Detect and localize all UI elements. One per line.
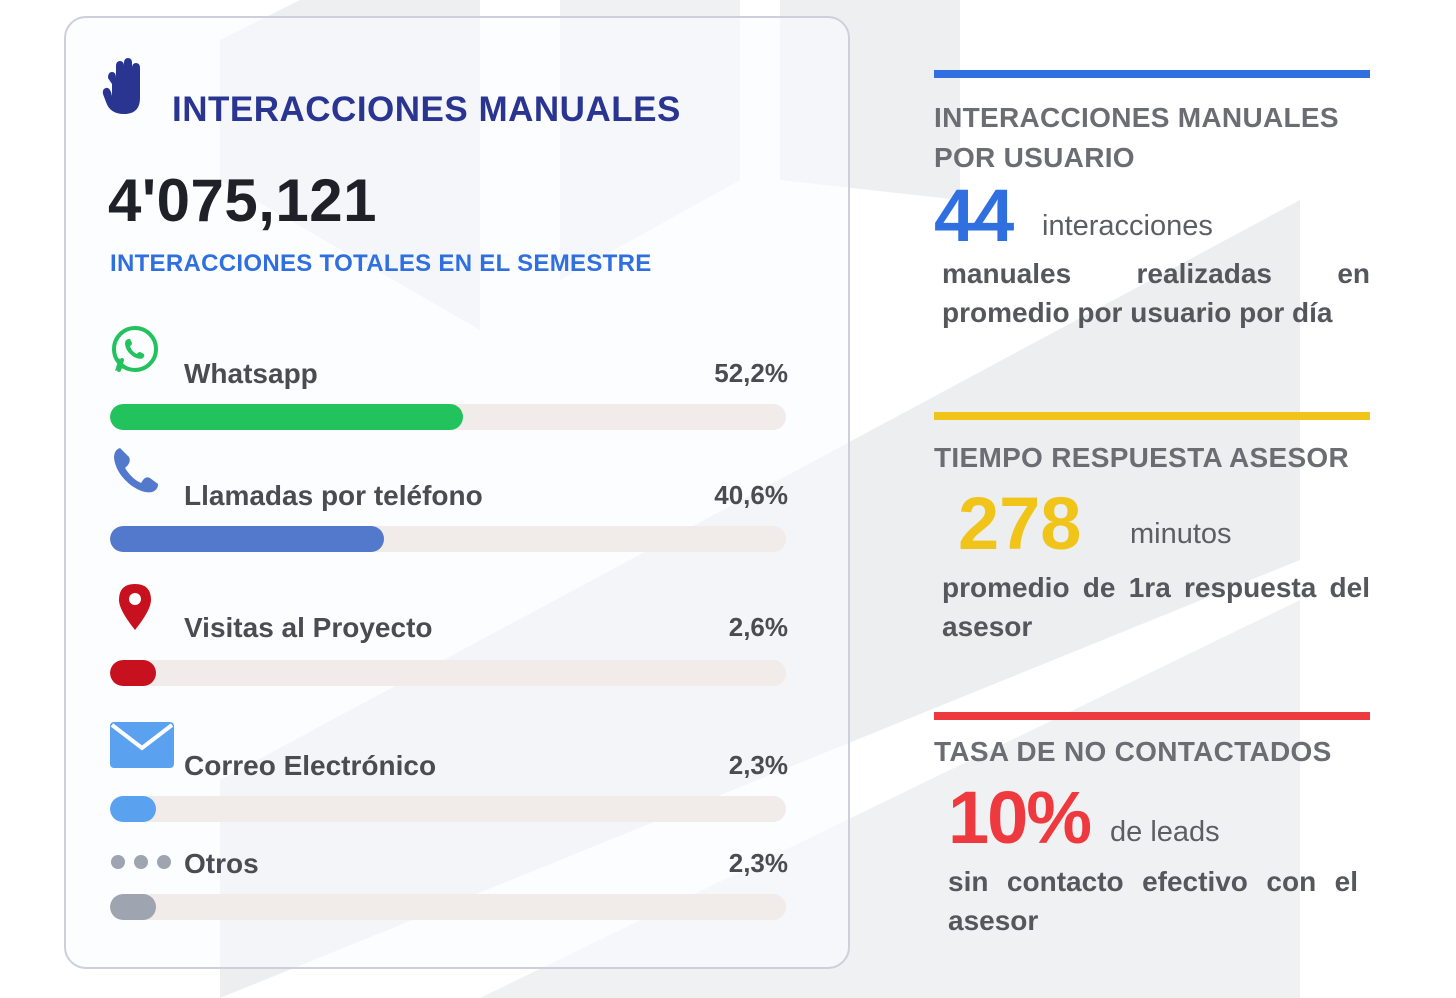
progress-track: [110, 796, 786, 822]
whatsapp-icon: [112, 325, 158, 373]
stat-value: 10%: [948, 776, 1092, 859]
stat-response-time: TIEMPO RESPUESTA ASESOR 278 minutos prom…: [934, 412, 1370, 652]
stat-heading-line: INTERACCIONES MANUALES: [934, 102, 1339, 133]
hand-icon: [102, 58, 140, 114]
total-interactions-value: 4'075,121: [108, 167, 378, 234]
stat-unit: interacciones: [1042, 210, 1213, 242]
progress-fill: [110, 404, 463, 430]
manual-interactions-card: INTERACCIONES MANUALES 4'075,121 INTERAC…: [64, 16, 850, 969]
stat-heading: TIEMPO RESPUESTA ASESOR: [934, 442, 1350, 473]
channel-label: Correo Electrónico: [184, 750, 437, 781]
stat-description: manuales realizadas en promedio por usua…: [942, 258, 1370, 328]
card-title: INTERACCIONES MANUALES: [172, 90, 681, 129]
stat-not-contacted: TASA DE NO CONTACTADOS 10% de leads sin …: [934, 712, 1370, 952]
progress-fill: [110, 660, 156, 686]
channel-percent: 2,3%: [728, 750, 788, 780]
stat-heading: TASA DE NO CONTACTADOS: [934, 736, 1332, 767]
stat-rule: [934, 70, 1370, 78]
channel-percent: 40,6%: [714, 480, 788, 510]
progress-fill: [110, 894, 156, 920]
more-dots-icon: [111, 855, 171, 869]
stat-value: 44: [934, 174, 1014, 257]
channel-percent: 2,3%: [728, 848, 788, 878]
progress-track: [110, 526, 786, 552]
progress-track: [110, 660, 786, 686]
stat-description: promedio de 1ra respuesta del asesor: [942, 572, 1370, 642]
channel-label: Llamadas por teléfono: [184, 480, 483, 511]
stat-per-user: INTERACCIONES MANUALES POR USUARIO 44 in…: [934, 70, 1370, 350]
phone-icon: [114, 448, 158, 493]
stat-unit: de leads: [1110, 816, 1220, 848]
channel-label: Visitas al Proyecto: [184, 612, 433, 643]
channel-label: Otros: [184, 848, 259, 879]
progress-fill: [110, 526, 385, 552]
total-interactions-label: INTERACCIONES TOTALES EN EL SEMESTRE: [110, 250, 652, 277]
stat-heading: INTERACCIONES MANUALES POR USUARIO: [934, 98, 1339, 178]
stat-heading-line: POR USUARIO: [934, 142, 1135, 173]
mail-icon: [110, 722, 174, 768]
progress-fill: [110, 796, 156, 822]
stat-value: 278: [958, 482, 1082, 565]
channel-label: Whatsapp: [184, 358, 318, 389]
stat-unit: minutos: [1130, 518, 1232, 550]
progress-track: [110, 404, 786, 430]
stat-rule: [934, 412, 1370, 420]
stat-rule: [934, 712, 1370, 720]
channel-percent: 52,2%: [714, 358, 788, 388]
stat-description: sin contacto efectivo con el asesor: [948, 866, 1358, 936]
channel-percent: 2,6%: [728, 612, 788, 642]
progress-track: [110, 894, 786, 920]
map-pin-icon: [119, 584, 151, 630]
